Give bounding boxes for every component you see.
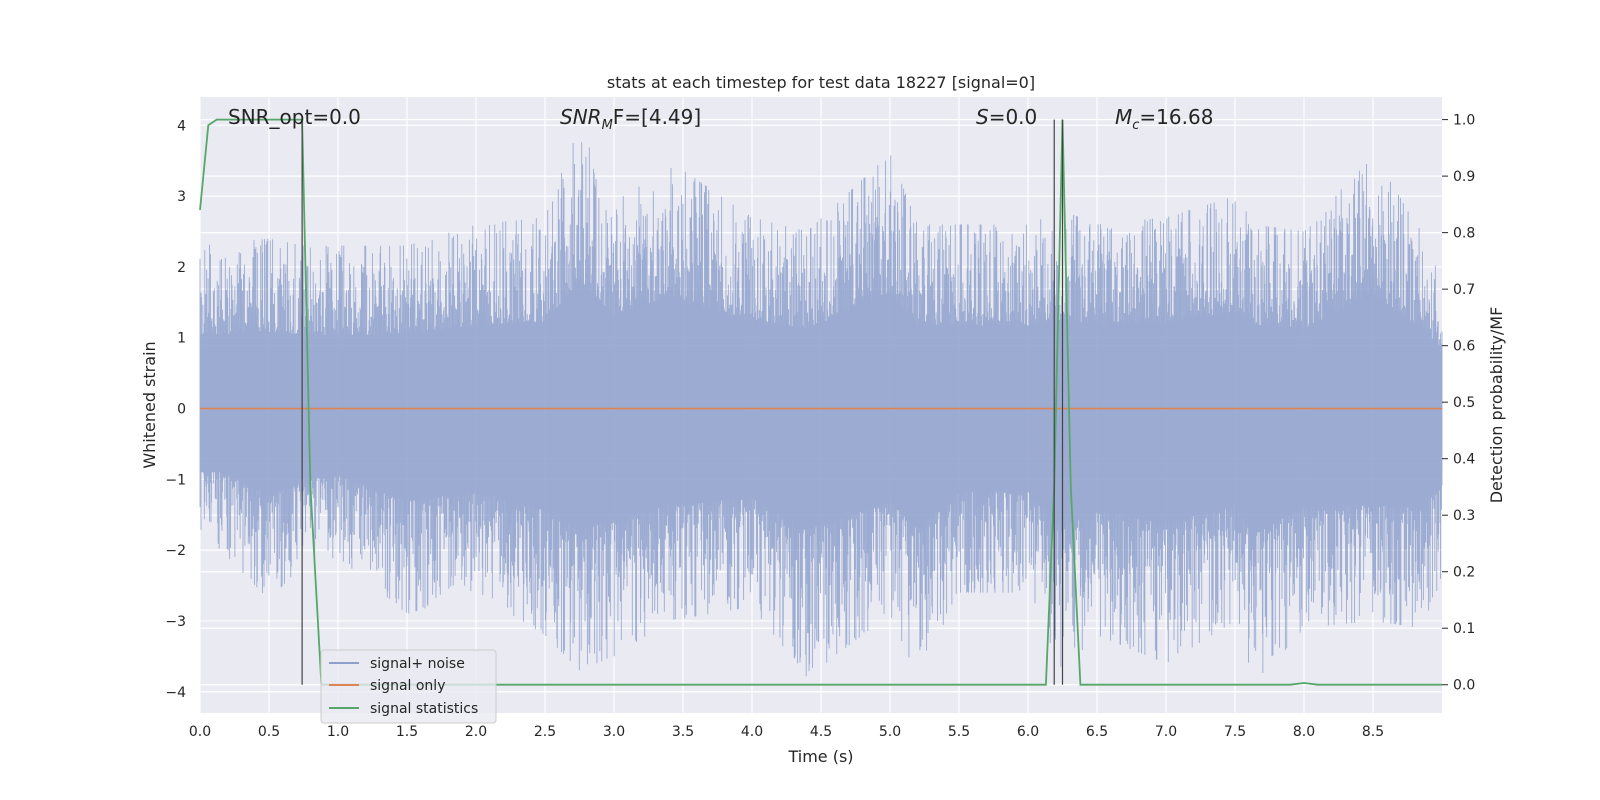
y-right-tick-label: 1.0	[1453, 113, 1475, 129]
x-tick-label: 5.5	[948, 724, 970, 740]
x-tick-label: 1.0	[327, 724, 349, 740]
legend-box	[320, 649, 497, 724]
y-left-tick-label: 1	[177, 331, 186, 347]
x-tick-label: 7.0	[1155, 724, 1177, 740]
y-left-tick-label: −1	[165, 472, 186, 488]
vertical-markers	[301, 119, 1064, 685]
x-tick-label: 5.0	[879, 724, 901, 740]
x-tick-label: 3.5	[672, 724, 694, 740]
legend: signal+ noise signal only signal statist…	[320, 649, 497, 724]
y-axis-right-label: Detection probability/MF	[1487, 307, 1506, 504]
x-tick-label: 3.0	[603, 724, 625, 740]
y-right-tick-label: 0.9	[1453, 169, 1475, 185]
y-right-tick-label: 0.5	[1453, 395, 1475, 411]
y-axis-left-label: Whitened strain	[140, 341, 159, 468]
annotation-snr-mf: SNRMF=[4.49]	[560, 105, 701, 133]
x-tick-label: 7.5	[1224, 724, 1246, 740]
y-right-tick-label: 0.0	[1453, 678, 1475, 694]
series-signal-statistics	[199, 118, 1442, 686]
y-right-tick-label: 0.3	[1453, 508, 1475, 524]
y-axis-right-ticks: 0.0 0.1 0.2 0.3 0.4 0.5 0.6 0.7 0.8 0.9 1.0	[1442, 113, 1475, 694]
y-left-tick-label: 0	[177, 402, 186, 418]
y-left-tick-label: 3	[177, 189, 186, 205]
x-tick-label: 2.0	[465, 724, 487, 740]
y-left-tick-label: −4	[165, 685, 186, 701]
annotation-snr-opt: SNR_opt=0.0	[228, 105, 361, 129]
y-left-tick-label: −2	[165, 543, 186, 559]
x-tick-label: 8.0	[1293, 724, 1315, 740]
y-left-tick-label: −3	[165, 614, 186, 630]
x-tick-label: 0.5	[258, 724, 280, 740]
series-line-signal-statistics	[199, 118, 1442, 686]
x-tick-label: 0.0	[189, 724, 211, 740]
x-tick-label: 4.5	[810, 724, 832, 740]
annotation-s: S=0.0	[976, 105, 1037, 129]
y-left-tick-label: 2	[177, 260, 186, 276]
y-right-tick-label: 0.8	[1453, 226, 1475, 242]
x-tick-label: 6.5	[1086, 724, 1108, 740]
y-right-tick-label: 0.6	[1453, 339, 1475, 355]
x-tick-label: 1.5	[396, 724, 418, 740]
y-axis-left-ticks: −4 −3 −2 −1 0 1 2 3 4	[165, 118, 186, 700]
legend-label-signal-statistics: signal statistics	[370, 701, 478, 717]
x-axis-ticks: 0.0 0.5 1.0 1.5 2.0 2.5 3.0 3.5 4.0 4.5 5.0 5.5 6.0 6…	[189, 724, 1384, 740]
y-right-tick-label: 0.2	[1453, 565, 1475, 581]
y-right-tick-label: 0.7	[1453, 282, 1475, 298]
x-tick-label: 2.5	[534, 724, 556, 740]
chart-title: stats at each timestep for test data 182…	[607, 73, 1035, 92]
x-tick-label: 8.5	[1362, 724, 1384, 740]
x-axis-label: Time (s)	[787, 747, 853, 766]
y-left-tick-label: 4	[177, 118, 186, 134]
y-right-tick-label: 0.4	[1453, 452, 1475, 468]
x-tick-label: 6.0	[1017, 724, 1039, 740]
legend-label-signal-noise: signal+ noise	[370, 656, 465, 672]
y-right-tick-label: 0.1	[1453, 621, 1475, 637]
legend-label-signal-only: signal only	[370, 678, 445, 694]
annotation-mc: Mc=16.68	[1115, 105, 1213, 133]
x-tick-label: 4.0	[741, 724, 763, 740]
